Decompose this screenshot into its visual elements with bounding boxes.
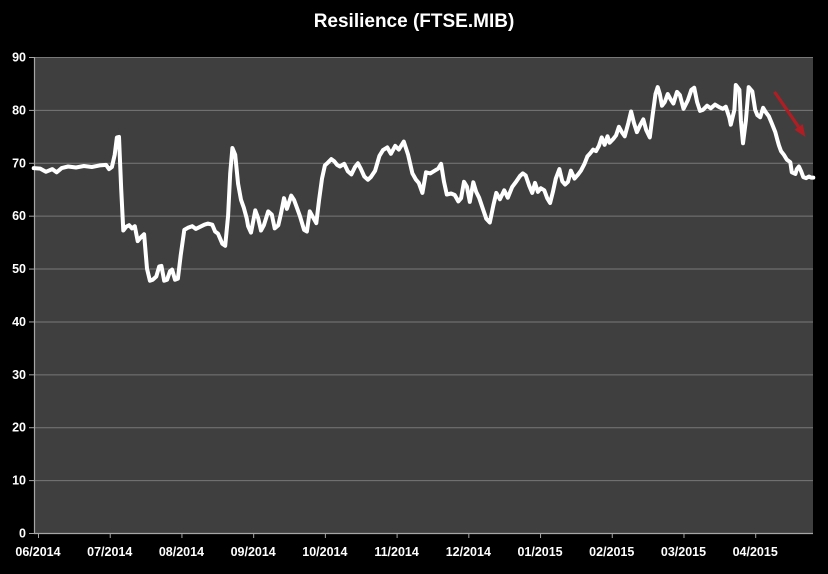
x-tick-label: 04/2015 [733,545,778,559]
y-tick-label: 0 [19,527,26,541]
y-tick-label: 80 [12,103,26,117]
plot-area [34,57,813,533]
y-tick-label: 90 [12,51,26,65]
x-tick-label: 08/2014 [159,545,204,559]
x-tick-label: 02/2015 [589,545,634,559]
y-tick-label: 60 [12,209,26,223]
x-tick-label: 10/2014 [302,545,347,559]
annotation-arrow-head [794,124,806,137]
y-tick-label: 40 [12,315,26,329]
y-tick-label: 20 [12,421,26,435]
y-tick-label: 50 [12,262,26,276]
series-line [31,83,816,283]
x-tick-label: 12/2014 [446,545,491,559]
annotation-arrow-shaft [773,91,800,128]
x-tick-label: 01/2015 [517,545,562,559]
x-tick-label: 11/2014 [374,545,419,559]
y-tick-label: 30 [12,368,26,382]
x-tick-label: 03/2015 [661,545,706,559]
chart-title: Resilience (FTSE.MIB) [313,11,515,32]
x-tick-label: 09/2014 [231,545,276,559]
y-tick-label: 70 [12,156,26,170]
x-tick-label: 07/2014 [87,545,132,559]
x-tick-label: 06/2014 [15,545,60,559]
y-tick-label: 10 [12,474,26,488]
